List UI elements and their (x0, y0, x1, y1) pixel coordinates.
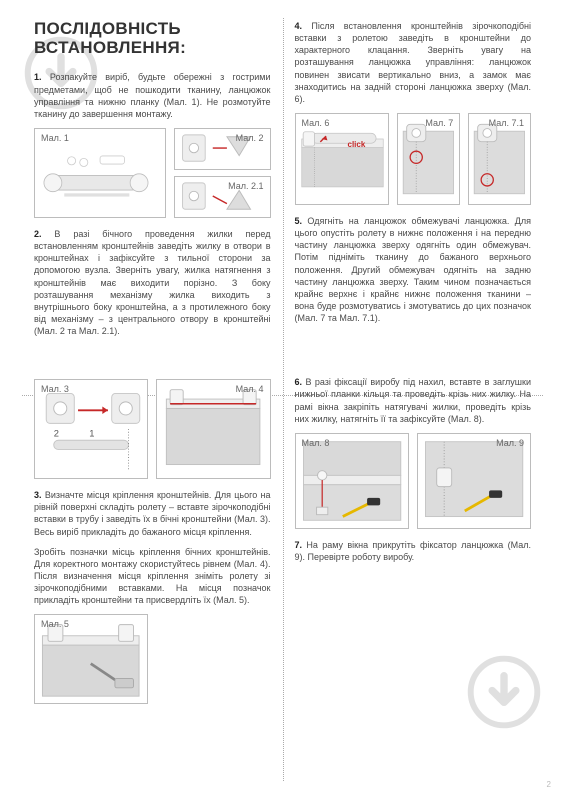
step-text: В разі фіксації виробу під нахил, вставт… (295, 377, 532, 423)
columns: ПОСЛІДОВНІСТЬ ВСТАНОВЛЕННЯ: 1. Розпакуйт… (22, 20, 543, 781)
paragraph-2: 2. В разі бічного проведення жилки перед… (34, 228, 271, 337)
step-number: 2. (34, 229, 42, 239)
step-number: 3. (34, 490, 42, 500)
figure-label: Мал. 2.1 (228, 180, 263, 192)
step-number: 1. (34, 72, 42, 82)
step-number: 6. (295, 377, 303, 387)
step-text: Розпакуйте виріб, будьте обережні з гост… (34, 72, 271, 118)
figure-label: Мал. 2 (236, 132, 264, 144)
figure-label: Мал. 8 (302, 437, 330, 449)
figure-label: Мал. 9 (496, 437, 524, 449)
step-number: 7. (295, 540, 303, 550)
figure-label: Мал. 4 (236, 383, 264, 395)
figure-8: Мал. 8 (295, 433, 409, 529)
paragraph-3b: Зробіть позначки місць кріплення бічних … (34, 546, 271, 607)
right-column: 4. Після встановлення кронштейнів зірочк… (283, 20, 544, 781)
left-column: ПОСЛІДОВНІСТЬ ВСТАНОВЛЕННЯ: 1. Розпакуйт… (22, 20, 283, 781)
page-number: 2 (547, 780, 551, 791)
step-text: На раму вікна прикрутіть фіксатор ланцюж… (295, 540, 532, 562)
figure-7-1: Мал. 7.1 (468, 113, 531, 205)
step-text: Після встановлення кронштейнів зірочкопо… (295, 21, 532, 104)
figure-row: Мал. 3 2 1 Мал. 4 (34, 379, 271, 479)
svg-text:2: 2 (54, 429, 59, 439)
step-text: Зробіть позначки місць кріплення бічних … (34, 547, 271, 606)
figure-9: Мал. 9 (417, 433, 531, 529)
step-text: Одягніть на ланцюжок обмежувачі ланцюжка… (295, 216, 532, 323)
paragraph-6: 6. В разі фіксації виробу під нахил, вст… (295, 376, 532, 425)
step-number: 4. (295, 21, 303, 31)
figure-2-1: Мал. 2.1 (174, 176, 270, 218)
figure-label: Мал. 3 (41, 383, 69, 395)
step-number: 5. (295, 216, 303, 226)
paragraph-7: 7. На раму вікна прикрутіть фіксатор лан… (295, 539, 532, 563)
figure-2: Мал. 2 (174, 128, 270, 170)
figure-4: Мал. 4 (156, 379, 270, 479)
figure-label: Мал. 7.1 (489, 117, 524, 129)
step-text: Визначте місця кріплення кронштейнів. Дл… (34, 490, 271, 536)
page: ПОСЛІДОВНІСТЬ ВСТАНОВЛЕННЯ: 1. Розпакуйт… (0, 0, 565, 799)
figure-6: Мал. 6 click (295, 113, 390, 205)
paragraph-4: 4. Після встановлення кронштейнів зірочк… (295, 20, 532, 105)
figure-stack: Мал. 2 Мал. 2.1 (174, 128, 270, 218)
figure-label: Мал. 7 (425, 117, 453, 129)
svg-text:1: 1 (89, 429, 94, 439)
paragraph-1: 1. Розпакуйте виріб, будьте обережні з г… (34, 71, 271, 120)
figure-label: Мал. 1 (41, 132, 69, 144)
page-title: ПОСЛІДОВНІСТЬ ВСТАНОВЛЕННЯ: (34, 20, 271, 57)
paragraph-5: 5. Одягніть на ланцюжок обмежувачі ланцю… (295, 215, 532, 324)
figure-3: Мал. 3 2 1 (34, 379, 148, 479)
figure-label: Мал. 6 (302, 117, 330, 129)
figure-5: Мал. 5 (34, 614, 148, 704)
figure-label: Мал. 5 (41, 618, 69, 630)
figure-7: Мал. 7 (397, 113, 460, 205)
figure-row: Мал. 6 click Мал. 7 (295, 113, 532, 205)
figure-row: Мал. 5 (34, 614, 271, 704)
figure-row: Мал. 8 Мал. 9 (295, 433, 532, 529)
figure-row: Мал. 1 Мал. 2 (34, 128, 271, 218)
paragraph-3a: 3. Визначте місця кріплення кронштейнів.… (34, 489, 271, 538)
click-label: click (348, 140, 366, 151)
step-text: В разі бічного проведення жилки перед вс… (34, 229, 271, 336)
figure-1: Мал. 1 (34, 128, 166, 218)
